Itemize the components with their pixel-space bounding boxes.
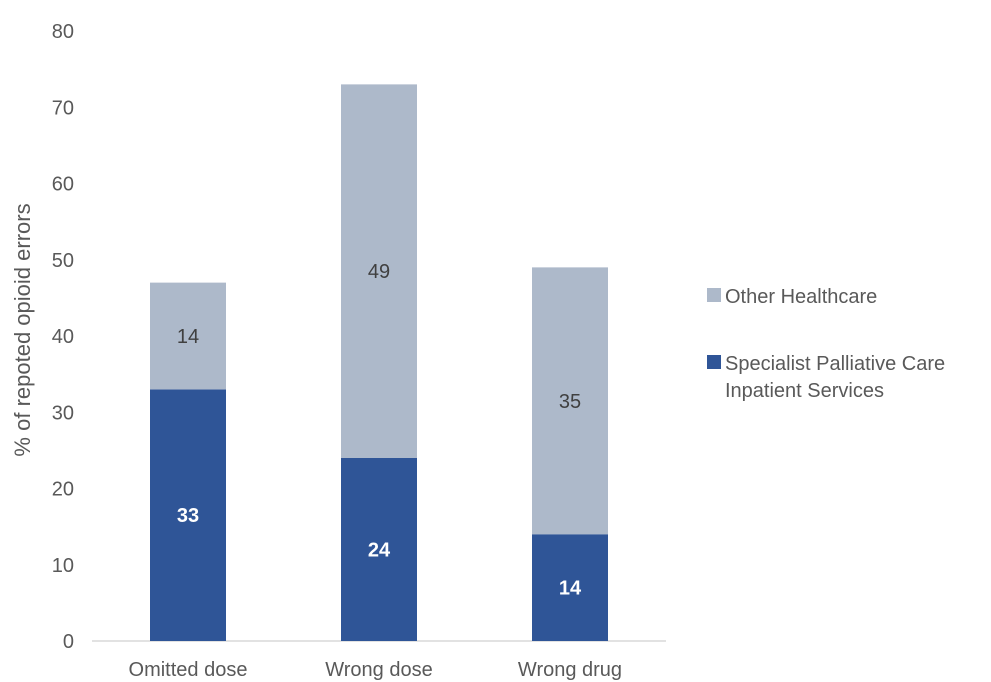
y-tick-label: 30 bbox=[52, 402, 74, 424]
y-axis-ticks: 0 10 20 30 40 50 60 70 80 bbox=[52, 21, 74, 653]
legend-swatch bbox=[707, 288, 721, 302]
y-tick-label: 80 bbox=[52, 21, 74, 43]
x-category-label: Wrong drug bbox=[518, 659, 622, 681]
x-axis-categories: Omitted dose Wrong dose Wrong drug bbox=[129, 659, 623, 681]
data-label: 14 bbox=[177, 326, 199, 348]
data-label: 33 bbox=[177, 505, 199, 527]
legend: Other Healthcare Specialist Palliative Ca… bbox=[707, 286, 945, 402]
y-tick-label: 70 bbox=[52, 97, 74, 119]
x-category-label: Wrong dose bbox=[325, 659, 432, 681]
bar-segment bbox=[150, 282, 226, 390]
bar-segment bbox=[532, 534, 608, 641]
data-label: 14 bbox=[559, 578, 582, 600]
bar-segment bbox=[341, 84, 417, 458]
bars bbox=[150, 84, 608, 641]
y-tick-label: 40 bbox=[52, 326, 74, 348]
y-tick-label: 20 bbox=[52, 479, 74, 501]
data-label: 24 bbox=[368, 540, 391, 562]
bar-segment bbox=[150, 389, 226, 641]
data-labels: 33 14 24 49 14 35 bbox=[177, 261, 582, 599]
y-tick-label: 50 bbox=[52, 250, 74, 272]
legend-label: Other Healthcare bbox=[725, 286, 877, 308]
legend-swatch bbox=[707, 355, 721, 369]
y-tick-label: 10 bbox=[52, 555, 74, 577]
x-category-label: Omitted dose bbox=[129, 659, 248, 681]
y-tick-label: 0 bbox=[63, 631, 74, 653]
data-label: 35 bbox=[559, 391, 581, 413]
bar-segment bbox=[532, 267, 608, 535]
y-tick-label: 60 bbox=[52, 174, 74, 196]
bar-segment bbox=[341, 458, 417, 641]
y-axis-title: % of repoted opioid errors bbox=[10, 203, 35, 456]
legend-label: Specialist Palliative Care bbox=[725, 353, 945, 375]
legend-label: Inpatient Services bbox=[725, 380, 884, 402]
data-label: 49 bbox=[368, 261, 390, 283]
